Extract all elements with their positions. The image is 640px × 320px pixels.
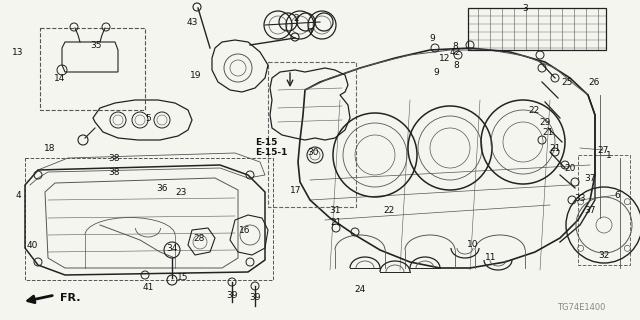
Text: 25: 25: [561, 77, 573, 86]
Text: 34: 34: [166, 244, 178, 252]
Text: 39: 39: [249, 293, 260, 302]
Bar: [25, 158, 273, 280]
Text: 11: 11: [485, 253, 497, 262]
Text: 17: 17: [291, 186, 301, 195]
Text: 18: 18: [44, 143, 56, 153]
Text: 24: 24: [355, 285, 365, 294]
Text: 4: 4: [15, 190, 21, 199]
Text: 32: 32: [598, 251, 610, 260]
Text: 15: 15: [177, 274, 189, 283]
Text: 10: 10: [467, 239, 479, 249]
Bar: [40, 28, 145, 110]
Text: 19: 19: [190, 70, 202, 79]
Text: 3: 3: [522, 4, 528, 12]
Text: 21: 21: [542, 127, 554, 137]
Text: 21: 21: [549, 143, 561, 153]
Text: 9: 9: [429, 34, 435, 43]
Text: 22: 22: [383, 205, 395, 214]
Text: 20: 20: [564, 164, 576, 172]
Text: 43: 43: [186, 18, 198, 27]
Text: 2: 2: [293, 13, 299, 22]
Text: 14: 14: [54, 74, 66, 83]
Text: TG74E1400: TG74E1400: [557, 303, 605, 312]
Text: 22: 22: [529, 106, 540, 115]
Text: 40: 40: [26, 241, 38, 250]
Text: 7: 7: [307, 28, 313, 36]
Text: 33: 33: [574, 194, 586, 203]
Text: 21: 21: [330, 218, 342, 227]
Text: 23: 23: [175, 188, 187, 196]
Text: 27: 27: [597, 146, 609, 155]
Text: 37: 37: [584, 173, 596, 182]
Text: 38: 38: [108, 154, 120, 163]
Text: 6: 6: [614, 190, 620, 199]
Text: 28: 28: [193, 234, 205, 243]
Text: 37: 37: [584, 205, 596, 214]
Text: FR.: FR.: [60, 293, 81, 303]
Text: 16: 16: [239, 226, 251, 235]
Text: E-15
E-15-1: E-15 E-15-1: [255, 138, 287, 157]
Text: 42: 42: [449, 47, 461, 57]
Text: 26: 26: [588, 77, 600, 86]
Text: 38: 38: [108, 167, 120, 177]
Text: 29: 29: [540, 117, 550, 126]
Bar: [578, 155, 630, 265]
Text: 30: 30: [307, 148, 319, 156]
Text: 13: 13: [12, 47, 24, 57]
Text: 12: 12: [439, 53, 451, 62]
Text: 5: 5: [145, 114, 151, 123]
Text: 31: 31: [329, 205, 340, 214]
Text: 1: 1: [606, 150, 612, 159]
Text: 8: 8: [453, 60, 459, 69]
Text: 36: 36: [156, 183, 168, 193]
Text: 8: 8: [452, 42, 458, 51]
Text: 9: 9: [433, 68, 439, 76]
Bar: [468, 8, 606, 50]
Text: 39: 39: [227, 291, 237, 300]
Bar: [268, 62, 356, 207]
Text: 35: 35: [90, 41, 102, 50]
Text: 41: 41: [142, 284, 154, 292]
